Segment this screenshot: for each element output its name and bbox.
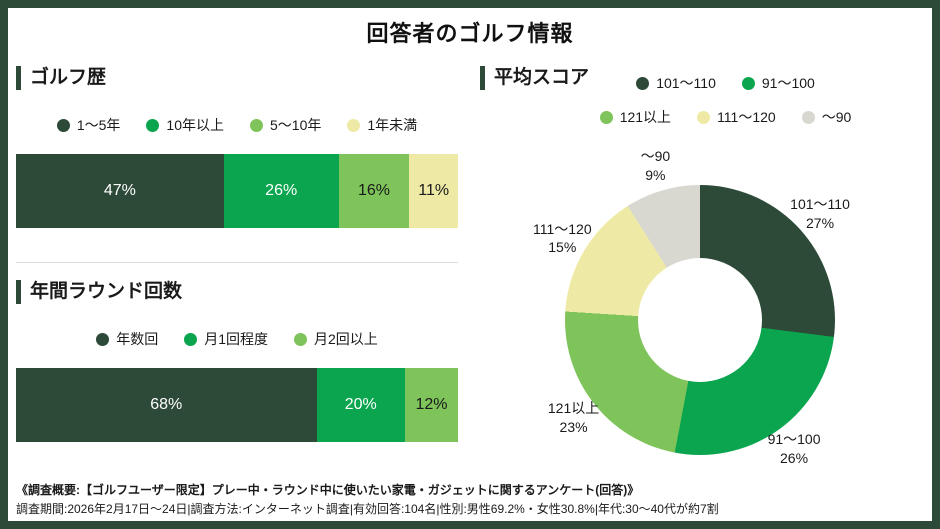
average-score-legend: 101〜110 91〜100 121以上 111〜120 〜90 bbox=[553, 74, 898, 126]
legend-item: 1年未満 bbox=[347, 115, 417, 135]
donut-callout-category: 121以上 bbox=[547, 400, 600, 417]
legend-item: 1〜5年 bbox=[56, 115, 121, 135]
section-golf-history: ゴルフ歴 1〜5年 10年以上 5〜10年 1年未満 47% 26% 16% 11% bbox=[16, 66, 458, 228]
legend-item: 101〜110 bbox=[636, 73, 716, 93]
donut-callout-value: 27% bbox=[806, 215, 835, 232]
legend-label: 10年以上 bbox=[166, 117, 224, 133]
legend-item: 121以上 bbox=[599, 107, 672, 127]
bar-segment: 16% bbox=[338, 154, 410, 228]
legend-item: 〜90 bbox=[801, 107, 852, 127]
legend-item: 年数回 bbox=[96, 329, 158, 349]
bar-segment: 11% bbox=[409, 154, 458, 228]
donut-callout: 91〜100 26% bbox=[768, 431, 821, 469]
annual-rounds-title: 年間ラウンド回数 bbox=[16, 280, 458, 304]
legend-dot-icon bbox=[347, 118, 361, 132]
legend-label: 月1回程度 bbox=[204, 331, 268, 347]
legend-label: 101〜110 bbox=[656, 75, 716, 91]
legend-label: 1〜5年 bbox=[76, 117, 121, 133]
page-title: 回答者のゴルフ情報 bbox=[366, 21, 574, 46]
donut-callout: 101〜110 27% bbox=[790, 195, 850, 233]
golf-history-stacked-bar: 47% 26% 16% 11% bbox=[16, 154, 458, 228]
donut-callout-value: 23% bbox=[559, 419, 588, 436]
average-score-legend-row-2: 121以上 111〜120 〜90 bbox=[553, 108, 898, 126]
survey-details-text: 調査期間:2026年2月17日〜24日|調査方法:インターネット調査|有効回答:… bbox=[16, 502, 719, 516]
golf-history-legend: 1〜5年 10年以上 5〜10年 1年未満 bbox=[16, 116, 458, 134]
legend-label: 5〜10年 bbox=[270, 117, 322, 133]
donut-callouts: 101〜110 27% 91〜100 26% 121以上 23% 111〜120 15% 〜90… bbox=[533, 148, 850, 466]
bar-segment: 20% bbox=[316, 368, 405, 442]
legend-item: 111〜120 bbox=[697, 107, 776, 127]
donut-callout-category: 101〜110 bbox=[790, 196, 850, 213]
donut-callout-category: 111〜120 bbox=[532, 220, 592, 237]
legend-dot-icon bbox=[741, 76, 755, 90]
legend-label: 年数回 bbox=[116, 331, 159, 347]
donut-callout-value: 9% bbox=[645, 167, 666, 184]
donut-callout-category: 91〜100 bbox=[767, 431, 821, 448]
bar-segment: 12% bbox=[404, 368, 458, 442]
bar-segment: 26% bbox=[223, 154, 339, 228]
section-annual-rounds: 年間ラウンド回数 年数回 月1回程度 月2回以上 68% 20% 12% bbox=[16, 280, 458, 442]
legend-dot-icon bbox=[250, 118, 263, 132]
golf-history-title: ゴルフ歴 bbox=[16, 66, 458, 90]
legend-label: 91〜100 bbox=[761, 75, 815, 91]
legend-item: 月2回以上 bbox=[294, 329, 378, 349]
legend-dot-icon bbox=[636, 76, 650, 90]
legend-dot-icon bbox=[56, 118, 70, 132]
bar-segment: 68% bbox=[16, 368, 317, 442]
average-score-legend-row-1: 101〜110 91〜100 bbox=[553, 74, 898, 92]
donut-callout-value: 15% bbox=[548, 239, 577, 256]
legend-item: 5〜10年 bbox=[250, 115, 321, 135]
average-score-donut-chart: 101〜110 27% 91〜100 26% 121以上 23% 111〜120 15% 〜90… bbox=[533, 148, 850, 466]
annual-rounds-stacked-bar: 68% 20% 12% bbox=[16, 368, 458, 442]
donut-callout: 121以上 23% bbox=[548, 399, 599, 437]
legend-item: 10年以上 bbox=[146, 115, 224, 135]
legend-item: 91〜100 bbox=[741, 73, 815, 93]
legend-label: 〜90 bbox=[821, 109, 852, 125]
donut-callout-value: 26% bbox=[780, 450, 809, 467]
average-score-title: 平均スコア bbox=[480, 66, 589, 90]
legend-dot-icon bbox=[599, 110, 613, 124]
annual-rounds-legend: 年数回 月1回程度 月2回以上 bbox=[16, 330, 458, 348]
legend-label: 1年未満 bbox=[367, 117, 418, 133]
survey-footer: 《調査概要:【ゴルフユーザー限定】プレー中・ラウンド中に使いたい家電・ガジェット… bbox=[16, 482, 924, 517]
donut-callout: 〜90 9% bbox=[641, 147, 671, 185]
legend-label: 月2回以上 bbox=[314, 331, 378, 347]
legend-dot-icon bbox=[697, 110, 711, 124]
survey-overview-text: 《調査概要:【ゴルフユーザー限定】プレー中・ラウンド中に使いたい家電・ガジェット… bbox=[16, 483, 640, 497]
legend-dot-icon bbox=[184, 332, 198, 346]
legend-label: 111〜120 bbox=[717, 109, 776, 125]
donut-hole bbox=[638, 258, 762, 382]
legend-dot-icon bbox=[96, 332, 110, 346]
donut-callout-category: 〜90 bbox=[640, 148, 671, 165]
legend-item: 月1回程度 bbox=[184, 329, 268, 349]
bar-segment: 47% bbox=[16, 154, 224, 228]
donut-callout: 111〜120 15% bbox=[533, 220, 592, 258]
legend-dot-icon bbox=[294, 332, 307, 346]
legend-label: 121以上 bbox=[619, 109, 672, 125]
legend-dot-icon bbox=[146, 118, 160, 132]
section-divider bbox=[16, 262, 458, 263]
legend-dot-icon bbox=[801, 110, 815, 124]
